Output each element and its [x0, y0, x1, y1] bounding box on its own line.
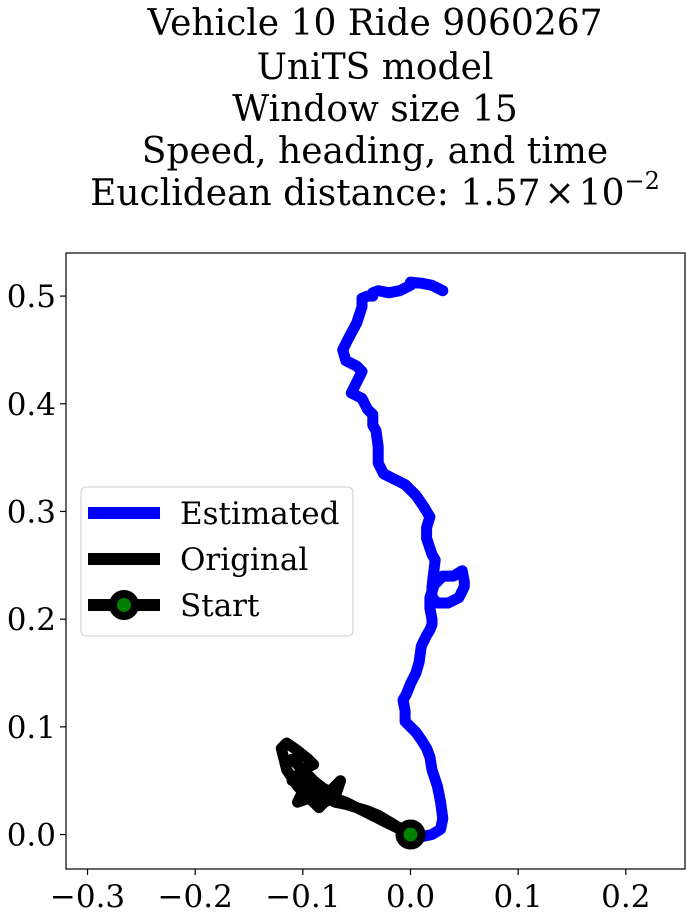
x-tick-label: 0.1: [493, 879, 542, 915]
series-line-estimated: [337, 276, 470, 843]
legend: Estimated Original Start: [80, 486, 354, 637]
y-tick-label: 0.3: [7, 494, 56, 530]
chart-title: Vehicle 10 Ride 9060267 UniTS model Wind…: [90, 3, 660, 214]
y-tick-label: 0.2: [7, 602, 56, 638]
y-tick-label: 0.4: [7, 387, 56, 423]
y-tick-label: 0.1: [7, 710, 56, 746]
y-tick-label: 0.0: [7, 818, 56, 854]
x-tick-label: −0.2: [158, 879, 233, 915]
y-tick-label: 0.5: [7, 279, 56, 315]
start-point-marker: [395, 819, 426, 850]
title-distance-base: 10: [579, 173, 625, 214]
x-tick-label: −0.3: [50, 879, 125, 915]
title-distance-exponent: −2: [625, 167, 660, 195]
x-tick-label: −0.1: [265, 879, 340, 915]
title-line-1: Vehicle 10 Ride 9060267: [146, 3, 602, 44]
legend-label-start: Start: [180, 588, 260, 624]
title-distance-mantissa: 1.57: [460, 173, 540, 214]
title-line-3: Window size 15: [232, 89, 518, 130]
x-axis: −0.3 −0.2 −0.1 0.0 0.1 0.2: [50, 869, 650, 915]
x-tick-label: 0.2: [601, 879, 650, 915]
series-layer: [275, 276, 470, 850]
legend-box: [80, 486, 354, 637]
title-line-5: Euclidean distance: 1.57 × 10−2: [90, 167, 660, 214]
series-line-original: [275, 737, 416, 840]
title-line-2: UniTS model: [257, 47, 494, 88]
y-axis: 0.0 0.1 0.2 0.3 0.4 0.5: [7, 279, 66, 854]
title-distance-prefix: Euclidean distance:: [90, 173, 460, 214]
x-tick-label: 0.0: [386, 879, 435, 915]
title-distance-times: ×: [545, 173, 575, 214]
legend-label-original: Original: [180, 542, 308, 578]
legend-label-estimated: Estimated: [180, 496, 339, 532]
legend-swatch-start-marker: [109, 590, 139, 620]
title-line-4: Speed, heading, and time: [142, 131, 608, 172]
